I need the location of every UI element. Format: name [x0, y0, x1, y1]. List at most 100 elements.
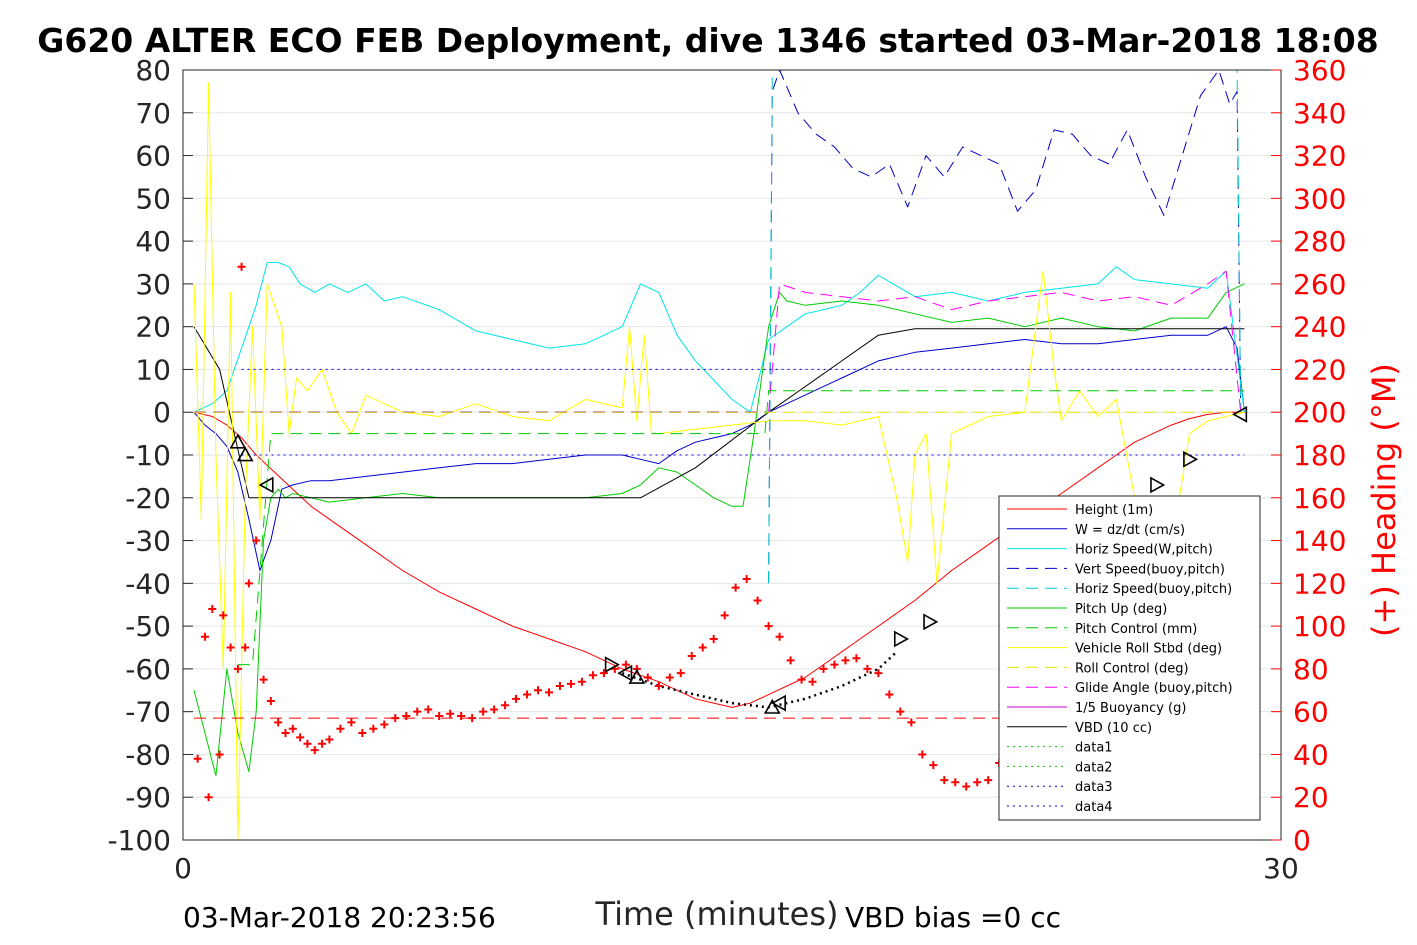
series-vbd [193, 326, 1245, 499]
marker-triangle [770, 694, 786, 712]
left-tick-label: -70 [125, 696, 171, 729]
series-roll [193, 82, 1245, 841]
marker-triangle [628, 668, 646, 684]
heading-point [252, 536, 261, 545]
legend-label: data3 [1075, 780, 1113, 795]
heading-point [643, 673, 652, 682]
x-axis: 0 30 [174, 830, 1299, 885]
right-tick-label: 320 [1293, 140, 1346, 173]
left-tick-label: 10 [135, 353, 171, 386]
right-tick-label: 200 [1293, 396, 1346, 429]
heading-point [226, 643, 235, 652]
left-tick-label: -40 [125, 567, 171, 600]
heading-point [413, 707, 422, 716]
x-tick-label: 30 [1263, 852, 1299, 885]
marker-triangle [229, 433, 247, 449]
heading-point [951, 778, 960, 787]
heading-point [852, 654, 861, 663]
heading-point [193, 754, 202, 763]
left-tick-label: -30 [125, 525, 171, 558]
heading-point [241, 643, 250, 652]
heading-point [215, 750, 224, 759]
right-tick-label: 180 [1293, 439, 1346, 472]
marker-triangle [617, 664, 633, 682]
marker-triangle [604, 656, 620, 673]
heading-point [512, 694, 521, 703]
heading-point [479, 707, 488, 716]
heading-point [775, 632, 784, 641]
left-tick-label: -80 [125, 738, 171, 771]
heading-point [435, 711, 444, 720]
heading-point [347, 718, 356, 727]
heading-point [336, 724, 345, 733]
legend-label: Pitch Control (mm) [1075, 622, 1197, 637]
marker-triangle [763, 698, 781, 714]
marker-triangle [1150, 476, 1166, 494]
legend-label: data1 [1075, 741, 1113, 756]
right-tick-label: 120 [1293, 567, 1346, 600]
series-glide [768, 270, 1242, 413]
heading-point [599, 669, 608, 678]
left-tick-label: -10 [125, 439, 171, 472]
heading-point [204, 793, 213, 802]
series-w [193, 326, 1245, 571]
right-tick-label: 300 [1293, 182, 1346, 215]
heading-point [296, 733, 305, 742]
left-tick-label: -60 [125, 653, 171, 686]
heading-point [424, 705, 433, 714]
heading-point [369, 724, 378, 733]
marker-triangle [1183, 450, 1199, 468]
heading-point [984, 776, 993, 785]
heading-point [676, 669, 685, 678]
heading-point [896, 707, 905, 716]
heading-point [808, 677, 817, 686]
legend-label: Horiz Speed(W,pitch) [1075, 543, 1213, 558]
heading-point [237, 262, 246, 271]
series-vert_buoy [768, 69, 1242, 584]
heading-point [940, 776, 949, 785]
left-tick-label: 20 [135, 311, 171, 344]
footer-timestamp: 03-Mar-2018 20:23:56 [183, 901, 496, 934]
right-tick-label: 280 [1293, 225, 1346, 258]
marker-triangle [923, 613, 939, 631]
legend-label: data4 [1075, 800, 1113, 815]
heading-point [588, 671, 597, 680]
heading-point [797, 675, 806, 684]
right-tick-label: 20 [1293, 781, 1329, 814]
heading-point [457, 711, 466, 720]
heading-point [885, 690, 894, 699]
left-tick-label: -50 [125, 610, 171, 643]
heading-point [259, 675, 268, 684]
heading-point [545, 688, 553, 697]
legend-label: Vert Speed(buoy,pitch) [1075, 562, 1225, 577]
heading-point [318, 739, 327, 748]
heading-point [288, 724, 297, 733]
heading-point [208, 605, 217, 613]
heading-point [654, 682, 663, 690]
heading-point [698, 643, 707, 652]
heading-point [402, 711, 411, 720]
heading-point [907, 718, 916, 727]
heading-point [490, 705, 499, 714]
series-pitch [193, 283, 1245, 777]
left-tick-label: 60 [135, 140, 171, 173]
right-tick-label: 100 [1293, 610, 1346, 643]
heading-point [962, 782, 971, 791]
footer-vbd-bias: VBD bias =0 cc [845, 901, 1061, 934]
heading-point [731, 583, 740, 592]
heading-point [358, 729, 367, 738]
left-tick-label: 80 [135, 54, 171, 87]
heading-point [380, 720, 389, 729]
right-tick-label: 340 [1293, 97, 1346, 130]
legend-label: Pitch Up (deg) [1075, 602, 1167, 617]
heading-point [266, 696, 275, 705]
heading-point [310, 746, 319, 755]
legend-label: Roll Control (deg) [1075, 661, 1189, 676]
heading-point [918, 750, 927, 759]
heading-point [665, 673, 674, 682]
series-layer [193, 69, 1245, 841]
left-tick-label: 50 [135, 182, 171, 215]
legend-label: 1/5 Buoyancy (g) [1075, 701, 1186, 716]
heading-point [468, 714, 477, 723]
heading-point [973, 778, 982, 787]
